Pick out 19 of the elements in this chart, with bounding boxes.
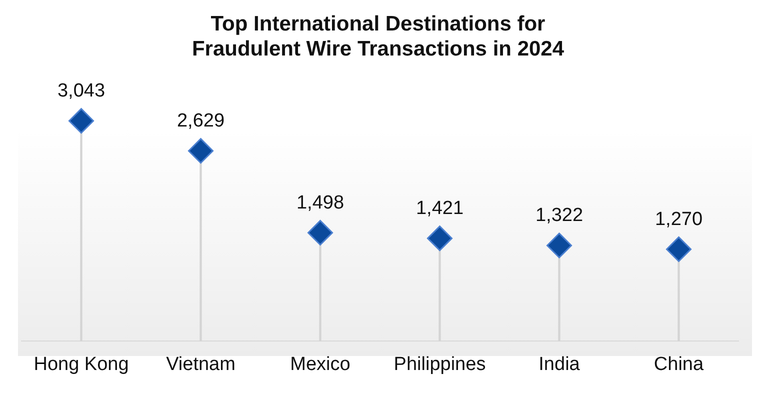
x-tick-label: China <box>654 354 704 375</box>
x-tick-label: Mexico <box>290 354 350 375</box>
data-label: 1,421 <box>416 198 464 220</box>
x-tick-label: Hong Kong <box>34 354 129 375</box>
chart-title: Top International Destinations for Fraudulent Wire Transactions in 2024 <box>192 12 564 61</box>
point <box>666 236 692 262</box>
x-tick-label: Vietnam <box>166 354 236 375</box>
point <box>68 108 94 134</box>
data-label: 3,043 <box>57 80 106 102</box>
x-tick-label: India <box>538 354 580 375</box>
data-label: 1,322 <box>535 205 584 226</box>
x-tick-label: Philippines <box>394 354 486 375</box>
data-label: 2,629 <box>176 110 225 132</box>
point <box>427 226 452 252</box>
data-label: 1,498 <box>296 192 344 214</box>
point <box>308 220 333 246</box>
point <box>188 138 214 164</box>
point <box>546 232 572 258</box>
data-label: 1,270 <box>654 208 703 230</box>
